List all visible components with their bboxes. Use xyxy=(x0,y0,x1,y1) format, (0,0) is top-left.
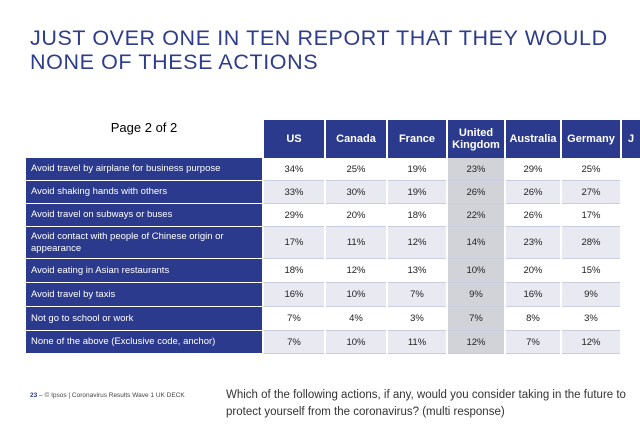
table-cell: 7% xyxy=(388,283,446,307)
table-cell: 7% xyxy=(264,331,324,354)
table-cell: 16% xyxy=(264,283,324,307)
row-label: Avoid travel by taxis xyxy=(26,283,262,307)
table-cell: 18% xyxy=(388,204,446,227)
table-cell: 11% xyxy=(388,331,446,354)
table-cell: 11% xyxy=(326,227,386,259)
table-cell: 9% xyxy=(562,283,620,307)
table-cell: 10% xyxy=(326,283,386,307)
column-header: Australia xyxy=(506,120,560,158)
row-label: Avoid contact with people of Chinese ori… xyxy=(26,227,262,259)
table-cell: 13% xyxy=(388,259,446,283)
table-cell: 12% xyxy=(388,227,446,259)
table-cell: 8% xyxy=(506,307,560,331)
row-label: Not go to school or work xyxy=(26,307,262,331)
table-cell: 26% xyxy=(506,181,560,204)
column-header: Canada xyxy=(326,120,386,158)
table-cell: 26% xyxy=(448,181,504,204)
table-cell: 14% xyxy=(448,227,504,259)
table-cell: 28% xyxy=(562,227,620,259)
column-header: J xyxy=(622,120,640,158)
table-cell: 7% xyxy=(506,331,560,354)
table-cell: 25% xyxy=(562,158,620,181)
slide-title-line-2: NONE OF THESE ACTIONS xyxy=(30,50,319,74)
slide-title: JUST OVER ONE IN TEN REPORT THAT THEY WO… xyxy=(30,26,640,74)
table-cell: 15% xyxy=(562,259,620,283)
row-label: None of the above (Exclusive code, ancho… xyxy=(26,331,262,354)
table-cell: 12% xyxy=(326,259,386,283)
table-cell: 26% xyxy=(506,204,560,227)
table-cell: 23% xyxy=(448,158,504,181)
table-cell: 20% xyxy=(506,259,560,283)
slide-title-line-1: JUST OVER ONE IN TEN REPORT THAT THEY WO… xyxy=(30,26,608,50)
table-cell: 29% xyxy=(264,204,324,227)
source-note: – © Ipsos | Coronavirus Results Wave 1 U… xyxy=(39,392,185,399)
table-cell: 18% xyxy=(264,259,324,283)
table-cell: 16% xyxy=(506,283,560,307)
table-cell: 22% xyxy=(448,204,504,227)
row-label: Avoid travel by airplane for business pu… xyxy=(26,158,262,181)
survey-question: Which of the following actions, if any, … xyxy=(226,389,626,418)
table-cell: 29% xyxy=(506,158,560,181)
page-number: 23 xyxy=(30,392,38,399)
table-cell: 23% xyxy=(506,227,560,259)
table-cell: 25% xyxy=(326,158,386,181)
table-cell: 12% xyxy=(562,331,620,354)
table-cell: 34% xyxy=(264,158,324,181)
table-cell: 19% xyxy=(388,181,446,204)
table-cell: 17% xyxy=(264,227,324,259)
column-header: US xyxy=(264,120,324,158)
column-header: France xyxy=(388,120,446,158)
column-header: Germany xyxy=(562,120,620,158)
table-cell: 3% xyxy=(388,307,446,331)
table-cell: 3% xyxy=(562,307,620,331)
slide-footer: 23 – © Ipsos | Coronavirus Results Wave … xyxy=(30,392,185,399)
table-cell: 10% xyxy=(326,331,386,354)
table-cell: 7% xyxy=(448,307,504,331)
column-header: United Kingdom xyxy=(448,120,504,158)
table-cell: 10% xyxy=(448,259,504,283)
table-cell: 27% xyxy=(562,181,620,204)
row-label: Avoid travel on subways or buses xyxy=(26,204,262,227)
table-cell: 4% xyxy=(326,307,386,331)
row-label: Avoid shaking hands with others xyxy=(26,181,262,204)
table-cell: 7% xyxy=(264,307,324,331)
table-cell: 20% xyxy=(326,204,386,227)
table-cell: 19% xyxy=(388,158,446,181)
row-label: Avoid eating in Asian restaurants xyxy=(26,259,262,283)
table-cell: 12% xyxy=(448,331,504,354)
table-cell: 33% xyxy=(264,181,324,204)
page-indicator: Page 2 of 2 xyxy=(110,120,178,135)
table-cell: 9% xyxy=(448,283,504,307)
table-cell: 30% xyxy=(326,181,386,204)
table-cell: 17% xyxy=(562,204,620,227)
